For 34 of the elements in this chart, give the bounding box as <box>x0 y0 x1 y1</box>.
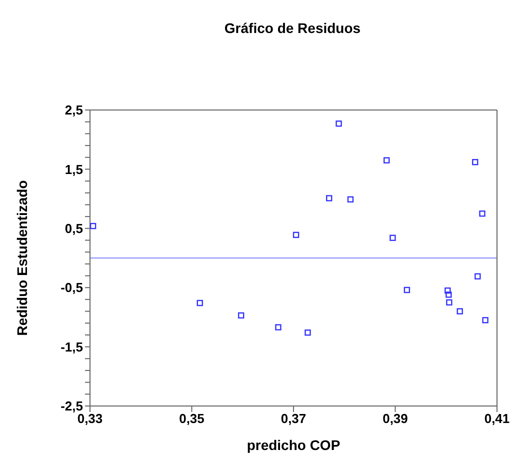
point <box>292 232 300 238</box>
point <box>275 324 282 330</box>
chart-title: Gráfico de Residuos <box>223 19 362 38</box>
y-tick-label: -2,5 <box>60 398 83 414</box>
point <box>474 273 481 280</box>
point <box>90 222 96 230</box>
x-tick-label: 0,35 <box>179 411 204 426</box>
x-tick-label: 0,33 <box>77 411 103 426</box>
point <box>347 196 354 202</box>
point <box>482 317 488 324</box>
y-tick-label: 2,5 <box>64 102 83 118</box>
point <box>456 308 463 314</box>
point <box>336 120 342 127</box>
point <box>446 299 452 306</box>
point <box>472 158 478 166</box>
x-tick-label: 0,41 <box>484 411 510 426</box>
point <box>404 286 410 294</box>
y-tick-label: -1,5 <box>60 339 83 354</box>
point <box>238 312 244 319</box>
point <box>304 329 311 336</box>
x-axis-title: predicho COP <box>246 436 340 453</box>
point <box>384 157 390 164</box>
x-tick-label: 0,37 <box>280 411 306 426</box>
point <box>326 195 332 202</box>
y-axis-title: Rediduo Estudentizado <box>14 180 30 336</box>
point <box>390 234 396 241</box>
y-tick-label: -0,5 <box>60 280 83 296</box>
x-tick-label: 0,39 <box>382 411 408 426</box>
point <box>446 292 452 298</box>
point <box>196 300 203 306</box>
point <box>444 287 451 294</box>
y-tick-label: 0,5 <box>64 221 83 236</box>
point <box>479 210 486 217</box>
y-tick-label: 1,5 <box>64 162 83 177</box>
